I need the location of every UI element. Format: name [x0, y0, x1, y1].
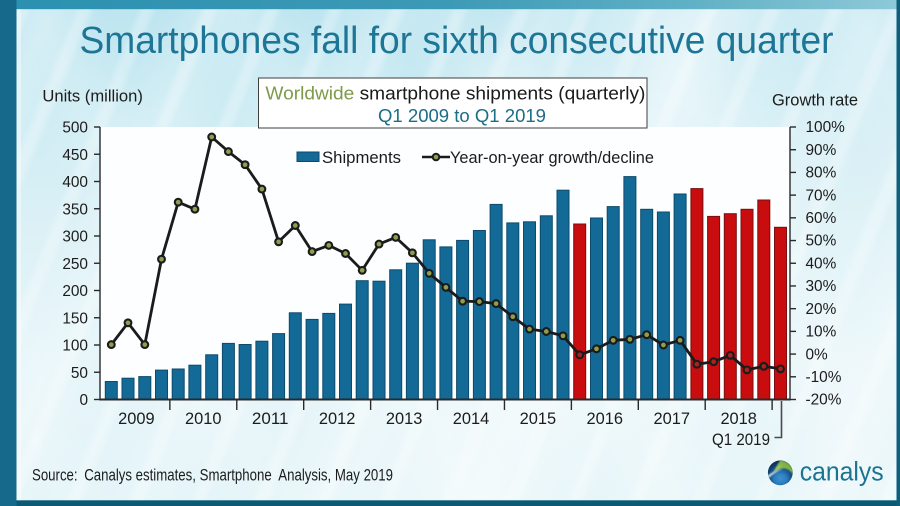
svg-text:200: 200: [62, 283, 88, 300]
svg-text:2013: 2013: [386, 410, 423, 428]
svg-text:100%: 100%: [806, 119, 846, 136]
svg-text:Q1 2019: Q1 2019: [712, 431, 770, 449]
svg-text:60%: 60%: [806, 210, 837, 227]
svg-text:2009: 2009: [118, 410, 155, 428]
svg-text:-20%: -20%: [806, 392, 842, 409]
svg-text:-10%: -10%: [806, 369, 842, 386]
svg-text:90%: 90%: [806, 142, 837, 159]
svg-text:20%: 20%: [806, 301, 837, 318]
svg-text:100: 100: [62, 338, 88, 355]
svg-text:Units (million): Units (million): [42, 87, 142, 106]
svg-text:0: 0: [79, 392, 88, 409]
svg-text:2012: 2012: [319, 410, 356, 428]
svg-text:350: 350: [62, 201, 88, 218]
svg-text:Source: Canalys estimates, Sma: Source: Canalys estimates, Smartphone An…: [32, 465, 393, 484]
svg-text:2011: 2011: [252, 410, 289, 428]
svg-text:2015: 2015: [520, 410, 557, 428]
svg-text:450: 450: [62, 147, 88, 164]
svg-text:70%: 70%: [806, 187, 837, 204]
svg-text:50%: 50%: [806, 233, 837, 250]
svg-text:Shipments: Shipments: [322, 149, 401, 167]
svg-text:50: 50: [71, 365, 88, 382]
svg-text:Year-on-year growth/decline: Year-on-year growth/decline: [450, 149, 654, 167]
svg-text:2010: 2010: [185, 410, 222, 428]
svg-text:2014: 2014: [453, 410, 490, 428]
svg-text:500: 500: [62, 120, 88, 137]
svg-text:2017: 2017: [654, 410, 691, 428]
svg-text:300: 300: [62, 229, 88, 246]
svg-text:80%: 80%: [806, 165, 837, 182]
svg-text:0%: 0%: [806, 346, 829, 363]
svg-text:2018: 2018: [720, 410, 757, 428]
svg-text:Worldwide smartphone shipments: Worldwide smartphone shipments (quarterl…: [265, 84, 645, 104]
svg-text:Smartphones fall for sixth con: Smartphones fall for sixth consecutive q…: [80, 20, 834, 62]
svg-text:400: 400: [62, 174, 88, 191]
svg-text:40%: 40%: [806, 255, 837, 272]
svg-text:250: 250: [62, 256, 88, 273]
svg-text:2016: 2016: [587, 410, 624, 428]
svg-text:150: 150: [62, 310, 88, 327]
svg-text:Q1 2009 to Q1 2019: Q1 2009 to Q1 2019: [378, 106, 546, 126]
svg-text:canalys: canalys: [800, 456, 884, 486]
svg-text:Growth rate: Growth rate: [772, 91, 858, 110]
svg-text:30%: 30%: [806, 278, 837, 295]
svg-text:10%: 10%: [806, 324, 837, 341]
